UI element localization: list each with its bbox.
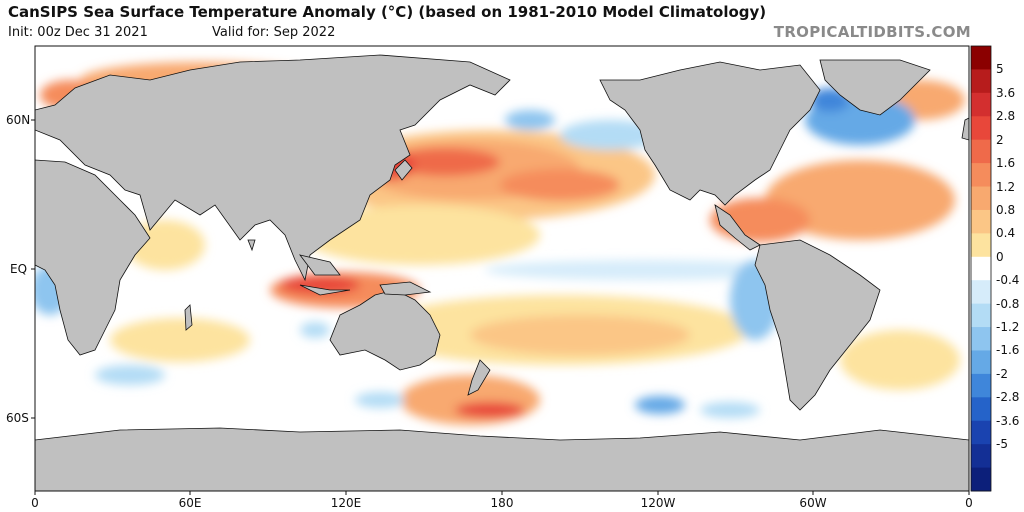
colorbar-segment — [971, 256, 991, 281]
colorbar-segment — [971, 46, 991, 70]
colorbar-label: 0 — [996, 249, 1004, 264]
north-america — [599, 61, 821, 206]
australia — [329, 289, 441, 371]
colorbar-label: -0.4 — [996, 273, 1020, 288]
lat-label-60n: 60N — [6, 113, 31, 127]
colorbar-label: -1.2 — [996, 320, 1020, 335]
colorbar-segment — [971, 139, 991, 164]
colorbar-segment — [971, 373, 991, 398]
colorbar-segment — [971, 444, 991, 469]
valid-time: Valid for: Sep 2022 — [212, 25, 336, 40]
colorbar-frame — [970, 45, 992, 492]
colorbar-segment — [971, 420, 991, 445]
init-time: Init: 00z Dec 31 2021 — [8, 25, 148, 40]
colorbar-segment — [971, 69, 991, 94]
colorbar-segment — [971, 303, 991, 328]
lat-label-eq: EQ — [10, 262, 28, 276]
colorbar-label: -3.6 — [996, 413, 1020, 428]
lon-label-60e: 60E — [178, 496, 202, 510]
colorbar — [970, 45, 992, 492]
lon-label-120w: 120W — [640, 496, 676, 510]
colorbar-label: 0.8 — [996, 202, 1016, 217]
colorbar-label: 5 — [996, 62, 1004, 77]
colorbar-segment — [971, 116, 991, 141]
colorbar-label: 1.2 — [996, 179, 1016, 194]
brand-watermark: TROPICALTIDBITS.COM — [773, 23, 971, 41]
land-masses — [35, 54, 969, 491]
lon-label-0-west: 0 — [31, 496, 39, 510]
colorbar-segment — [971, 280, 991, 305]
lon-label-120e: 120E — [330, 496, 362, 510]
colorbar-segment — [971, 163, 991, 188]
colorbar-label: 3.6 — [996, 85, 1016, 100]
colorbar-label: 0.4 — [996, 226, 1016, 241]
south-america — [754, 239, 881, 411]
colorbar-segment — [971, 233, 991, 258]
colorbar-label: -2.8 — [996, 390, 1020, 405]
lat-label-60s: 60S — [6, 411, 29, 425]
colorbar-segment — [971, 92, 991, 117]
colorbar-label: 2.8 — [996, 109, 1016, 124]
map-title: CanSIPS Sea Surface Temperature Anomaly … — [8, 3, 767, 21]
colorbar-label: 2 — [996, 132, 1004, 147]
lon-label-60w: 60W — [799, 496, 827, 510]
colorbar-segment — [971, 327, 991, 351]
africa — [35, 159, 151, 356]
greenland — [819, 59, 931, 116]
colorbar-segment — [971, 350, 991, 375]
colorbar-segment — [971, 186, 991, 211]
colorbar-label: -1.6 — [996, 343, 1020, 358]
colorbar-segment — [971, 467, 991, 492]
colorbar-segment — [971, 397, 991, 422]
lon-label-0-east: 0 — [965, 496, 973, 510]
colorbar-label: -5 — [996, 437, 1008, 452]
colorbar-label: -2 — [996, 366, 1008, 381]
antarctica — [35, 427, 969, 491]
colorbar-label: 1.6 — [996, 156, 1016, 171]
colorbar-label: -0.8 — [996, 296, 1020, 311]
colorbar-segment — [971, 209, 991, 234]
lon-label-180: 180 — [490, 496, 514, 510]
eurasia — [35, 54, 511, 282]
